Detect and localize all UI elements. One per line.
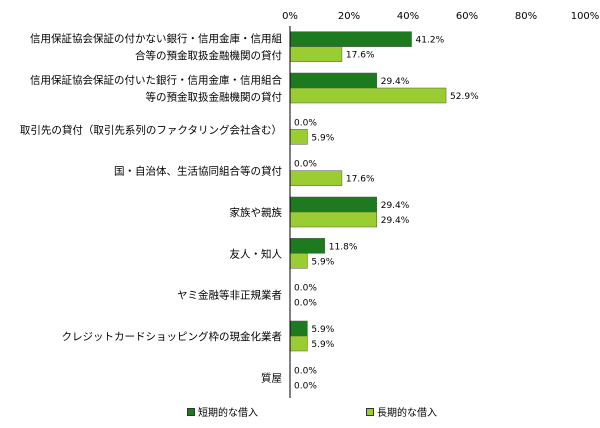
data-label: 52.9% [450, 92, 479, 102]
data-label: 17.6% [346, 175, 375, 185]
data-label: 0.0% [294, 381, 317, 391]
bar [289, 211, 377, 228]
x-tick-label: 100% [571, 11, 600, 22]
category-label: 信用保証協会保証の付いた銀行・信用金庫・信用組合 [30, 74, 282, 87]
category-label: 国・自治体、生活協同組合等の貸付 [114, 165, 282, 178]
bar [289, 170, 343, 186]
bar [289, 238, 326, 254]
legend-label-long-term: 長期的な借入 [377, 408, 437, 419]
legend-item-short-term: 短期的な借入 [187, 404, 258, 419]
bar [289, 87, 447, 104]
data-label: 0.0% [294, 284, 317, 294]
data-label: 0.0% [294, 299, 317, 309]
data-label: 29.4% [381, 77, 410, 87]
x-tick-label: 40% [397, 11, 419, 22]
data-label: 5.9% [311, 257, 334, 267]
category-label: 家族や親族 [230, 206, 283, 219]
bar [289, 46, 343, 62]
bar [289, 335, 308, 352]
data-label: 29.4% [381, 216, 410, 226]
category-label: 信用保証協会保証の付かない銀行・信用金庫・信用組 [30, 32, 282, 45]
data-label: 5.9% [311, 340, 334, 350]
data-label: 5.9% [311, 133, 334, 143]
bar [289, 253, 308, 269]
x-tick-label: 60% [456, 11, 478, 22]
bar [289, 196, 377, 213]
data-label: 29.4% [381, 201, 410, 211]
data-label: 17.6% [346, 51, 375, 61]
category-label: 合等の預金取扱金融機関の貸付 [135, 49, 282, 62]
data-label: 0.0% [294, 118, 317, 128]
data-label: 5.9% [311, 325, 334, 335]
x-tick-label: 0% [282, 11, 298, 22]
category-label: 友人・知人 [230, 247, 283, 260]
category-label: クレジットカードショッピング枠の現金化業者 [62, 330, 283, 343]
bar [289, 320, 308, 337]
category-label: ヤミ金融等非正規業者 [177, 289, 282, 302]
legend-item-long-term: 長期的な借入 [366, 404, 437, 419]
bar [289, 31, 412, 47]
category-label: 質屋 [261, 371, 282, 384]
legend-label-short-term: 短期的な借入 [198, 408, 258, 419]
data-label: 0.0% [294, 366, 317, 376]
data-label: 0.0% [294, 160, 317, 170]
x-tick-label: 20% [338, 11, 360, 22]
x-tick-label: 80% [515, 11, 537, 22]
data-label: 11.8% [329, 242, 358, 252]
legend-swatch-long-term [366, 407, 374, 416]
legend-swatch-short-term [187, 407, 195, 416]
bar [289, 129, 308, 145]
bar [289, 72, 377, 89]
category-label: 等の預金取扱金融機関の貸付 [146, 91, 283, 104]
data-label: 41.2% [416, 36, 445, 46]
category-label: 取引先の貸付（取引先系列のファクタリング会社含む） [20, 123, 282, 136]
